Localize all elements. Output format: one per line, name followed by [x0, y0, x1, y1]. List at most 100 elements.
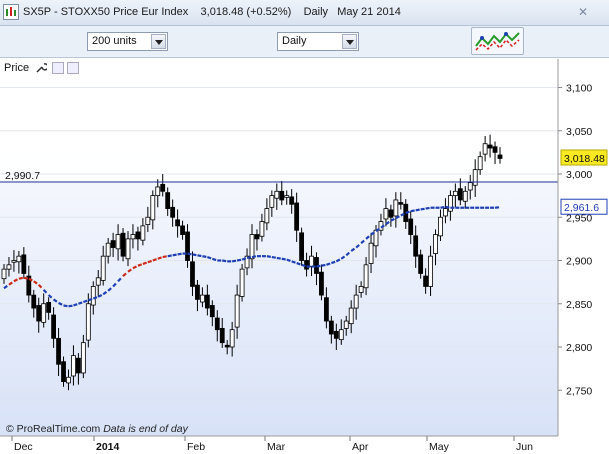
ma-segment — [251, 255, 258, 259]
candle-body — [333, 331, 339, 339]
candle-body — [11, 260, 17, 263]
candle-body — [224, 344, 230, 348]
ma-segment — [236, 258, 243, 262]
ma-segment — [206, 256, 213, 260]
date-label: May 21 2014 — [337, 6, 401, 18]
candlestick-series — [1, 134, 503, 391]
candle-body — [1, 268, 7, 280]
ma-segment — [197, 254, 203, 258]
ma-segment — [321, 263, 327, 267]
candle-body — [155, 186, 161, 197]
candle-body — [56, 337, 61, 365]
candle-body — [254, 234, 260, 240]
candle-body — [338, 329, 344, 341]
candle-body — [209, 305, 215, 318]
candle-body — [423, 275, 429, 287]
ma-segment — [291, 260, 298, 265]
ma-segment — [271, 255, 277, 259]
candle-body — [492, 146, 498, 153]
indicators-button[interactable] — [471, 27, 524, 55]
ma-segment — [172, 253, 178, 257]
ma-segment — [28, 277, 35, 283]
candle-body — [31, 294, 37, 309]
x-tick-label: 2014 — [96, 441, 120, 453]
candle-body — [195, 284, 200, 300]
ma-segment — [241, 256, 248, 261]
candle-body — [145, 216, 151, 226]
candle-body — [304, 260, 309, 270]
candle-body — [105, 242, 111, 257]
candle-body — [125, 238, 131, 260]
ma-segment — [415, 208, 421, 212]
chevron-down-icon[interactable] — [151, 34, 166, 49]
candle-body — [274, 190, 280, 199]
ma-segment — [78, 300, 84, 305]
x-axis-background — [0, 436, 609, 454]
ma-segment — [13, 277, 20, 283]
moving-average-series — [3, 205, 501, 308]
candle-body — [90, 286, 96, 306]
y-tick-label: 2,900 — [566, 256, 592, 268]
candle-body — [452, 190, 458, 197]
ma-segment — [440, 205, 446, 209]
candle-body — [418, 254, 424, 274]
price-panel-label: Price — [4, 62, 30, 74]
ma-value-box — [560, 198, 608, 215]
candle-body — [160, 183, 166, 192]
ma-value-tag: 2,961.6 — [564, 202, 599, 214]
candle-body — [438, 216, 443, 237]
ma-segment — [211, 257, 218, 262]
y-axis-background — [558, 59, 609, 436]
ma-segment — [370, 230, 377, 236]
ma-segment — [326, 262, 332, 266]
period-dropdown[interactable]: Daily — [277, 32, 359, 51]
indicators-chart-icon — [475, 32, 520, 51]
ma-segment — [494, 206, 501, 209]
candle-body — [398, 202, 404, 205]
expand-panel-icon[interactable] — [67, 62, 79, 74]
candle-body — [244, 255, 250, 269]
y-tick-label: 3,000 — [566, 169, 592, 181]
candle-body — [319, 271, 324, 296]
candle-body — [284, 195, 290, 198]
candle-body — [66, 376, 71, 384]
price-tags: 3,018.48 2,961.6 — [560, 149, 608, 215]
ma-segment — [390, 217, 397, 222]
units-dropdown[interactable]: 200 units — [87, 32, 168, 51]
close-button[interactable]: ✕ — [577, 5, 589, 19]
ma-segment — [157, 256, 164, 260]
candle-body — [204, 294, 210, 309]
y-tick-label: 2,850 — [566, 299, 592, 311]
candle-body — [150, 195, 156, 221]
x-tick-label: Feb — [187, 441, 205, 453]
period-value: Daily — [282, 35, 307, 47]
ma-segment — [122, 270, 129, 277]
y-tick-label: 3,050 — [566, 126, 592, 138]
ma-segment — [222, 259, 228, 263]
ma-segment — [8, 280, 15, 286]
ma-segment — [330, 260, 337, 265]
ma-segment — [301, 263, 307, 268]
candle-body — [393, 199, 399, 217]
plot-upper-tint — [0, 59, 558, 183]
ma-segment — [147, 259, 154, 264]
x-tick-label: Apr — [352, 441, 369, 453]
x-tick-label: Mar — [267, 441, 286, 453]
candle-body — [100, 255, 106, 281]
candle-body — [140, 225, 146, 241]
candle-body — [135, 231, 141, 240]
ma-segment — [420, 207, 426, 211]
candle-body — [279, 190, 285, 201]
chevron-down-icon[interactable] — [342, 34, 357, 49]
price-chart[interactable]: 2,990.7 3,100 3,050 3,000 2,950 2,900 2,850 2,… — [0, 58, 609, 454]
ma-segment — [3, 283, 10, 290]
y-tick-label: 2,800 — [566, 342, 592, 354]
candle-body — [467, 182, 473, 191]
x-tick-label: Dec — [14, 441, 33, 453]
candle-body — [353, 294, 359, 309]
ma-segment — [266, 255, 273, 259]
candle-body — [170, 206, 176, 218]
candle-body — [328, 320, 334, 335]
duplicate-panel-icon[interactable] — [52, 62, 64, 74]
wrench-icon[interactable] — [35, 62, 47, 74]
